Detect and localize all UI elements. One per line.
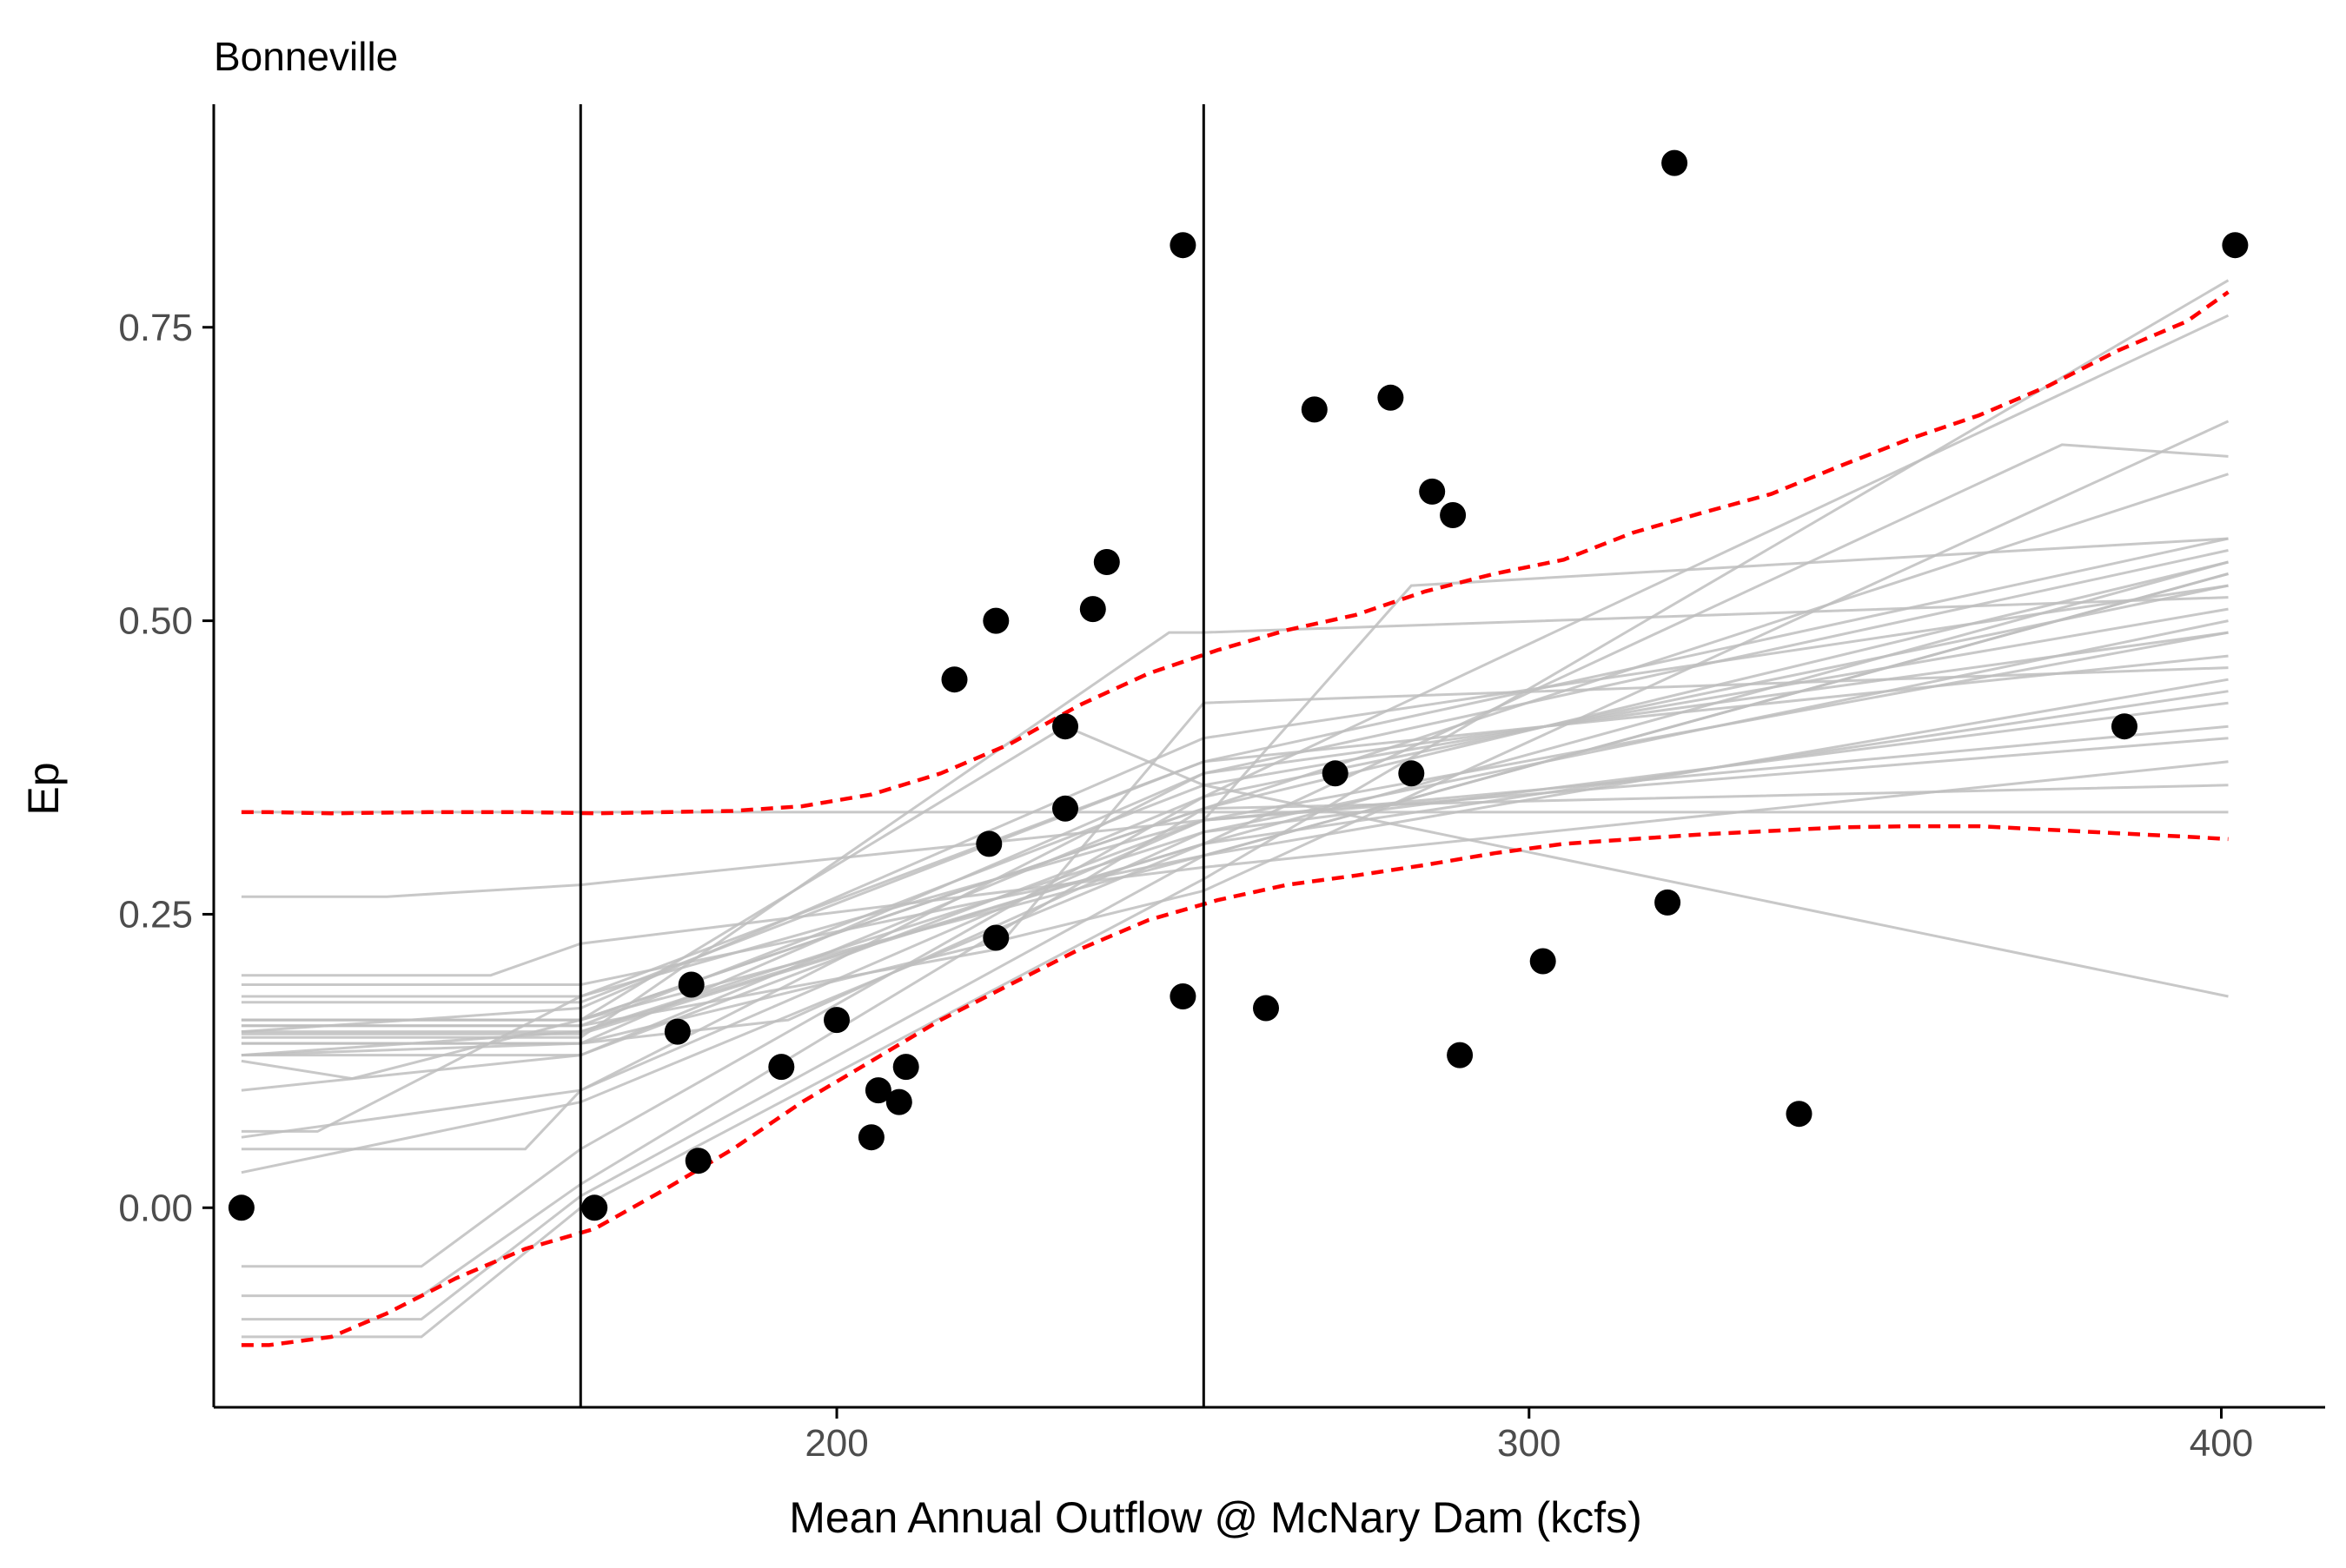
data-point — [1052, 713, 1078, 740]
data-point — [892, 1054, 919, 1081]
lower-bound-line — [241, 824, 2229, 1347]
data-point — [983, 924, 1010, 951]
data-point — [2222, 232, 2249, 259]
data-point — [858, 1124, 885, 1151]
data-point — [581, 1194, 608, 1221]
simulation-line — [241, 701, 2229, 1034]
simulation-line — [241, 314, 2230, 1092]
data-point — [824, 1007, 850, 1034]
data-point — [678, 971, 705, 998]
y-axis-title: Ep — [19, 762, 68, 815]
simulation-line — [241, 654, 2229, 1004]
simulation-line — [241, 420, 2230, 1057]
x-axis-title: Mean Annual Outflow @ McNary Dam (kcfs) — [789, 1493, 1642, 1542]
data-point — [1093, 549, 1120, 575]
data-point — [1529, 948, 1556, 975]
y-ticks-group: 0.00 0.25 0.50 0.75 — [118, 307, 214, 1229]
upper-bound-line — [241, 290, 2230, 816]
data-point — [1440, 502, 1467, 528]
data-point — [664, 1018, 691, 1045]
data-point — [685, 1148, 712, 1174]
data-point — [1052, 795, 1078, 822]
data-point — [976, 830, 1003, 857]
chart-title: Bonneville — [214, 34, 398, 79]
data-point — [941, 666, 968, 693]
x-tick-label: 300 — [1497, 1422, 1561, 1465]
x-ticks-group: 200 300 400 — [805, 1407, 2253, 1465]
axes-group — [212, 104, 2325, 1409]
data-point — [1786, 1101, 1813, 1128]
simulation-line — [241, 619, 2229, 1045]
bound-lines-group — [241, 290, 2230, 1347]
data-point — [1170, 983, 1196, 1009]
data-point — [1398, 760, 1425, 787]
data-point — [1322, 760, 1349, 787]
data-point — [2111, 713, 2137, 740]
data-point — [228, 1194, 255, 1221]
simulation-line — [241, 596, 2229, 1039]
x-tick-label: 400 — [2190, 1422, 2253, 1465]
x-tick-label: 200 — [805, 1422, 868, 1465]
data-point — [1661, 149, 1688, 176]
data-point — [885, 1088, 912, 1115]
data-point — [865, 1077, 891, 1104]
y-tick-label: 0.50 — [118, 600, 193, 643]
y-tick-label: 0.25 — [118, 893, 193, 936]
data-point — [1253, 995, 1279, 1022]
simulation-line — [241, 584, 2229, 1034]
data-points-group — [228, 149, 2249, 1221]
data-point — [768, 1054, 795, 1081]
data-point — [1301, 396, 1328, 423]
data-point — [1170, 232, 1196, 259]
data-point — [1654, 889, 1681, 916]
data-point — [983, 607, 1010, 634]
data-point — [1419, 478, 1446, 505]
data-point — [1377, 384, 1404, 411]
y-tick-label: 0.75 — [118, 307, 193, 349]
y-tick-label: 0.00 — [118, 1187, 193, 1229]
data-point — [1079, 596, 1106, 623]
data-point — [1447, 1042, 1474, 1068]
reference-lines-group — [579, 104, 1205, 1407]
